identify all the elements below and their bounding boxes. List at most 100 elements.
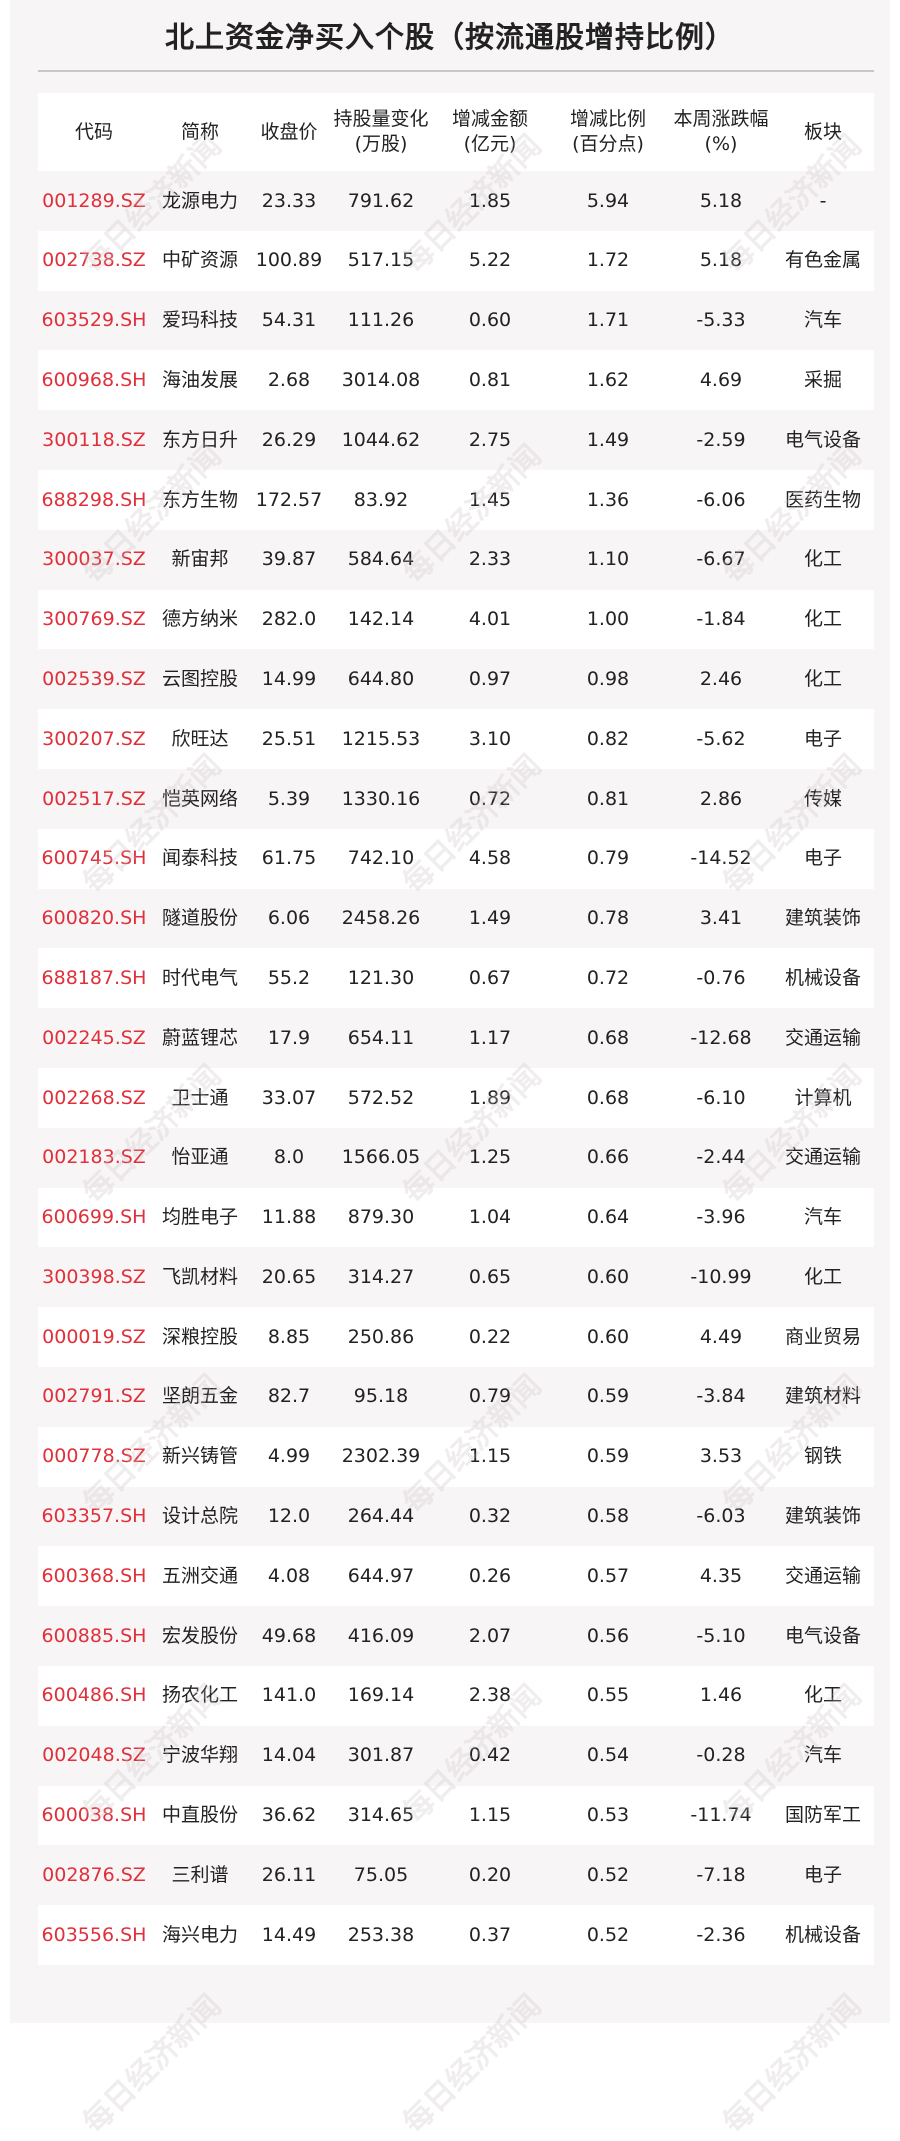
cell-weekly-change: -6.03 [696, 1505, 746, 1528]
cell-close: 36.62 [261, 1804, 317, 1827]
cell-holding-change: 314.27 [347, 1265, 415, 1288]
cell-close: 4.99 [267, 1445, 311, 1468]
cell-code: 300769.SZ [42, 608, 146, 631]
cell-close: 172.57 [255, 488, 323, 511]
cell-amount-change: 0.97 [468, 667, 512, 690]
cell-ratio-change: 0.60 [586, 1265, 630, 1288]
cell-sector: 化工 [803, 1265, 842, 1288]
table-row: 600885.SH 宏发股份 49.68 416.09 2.07 0.56 -5.10 电气设… [38, 1606, 874, 1666]
cell-amount-change: 0.42 [468, 1744, 512, 1767]
cell-amount-change: 1.04 [468, 1206, 512, 1229]
cell-amount-change: 0.67 [468, 966, 512, 989]
cell-ratio-change: 0.55 [586, 1684, 630, 1707]
cell-name: 扬农化工 [161, 1684, 238, 1707]
cell-name: 蔚蓝锂芯 [161, 1026, 238, 1049]
cell-close: 12.0 [267, 1505, 311, 1528]
cell-ratio-change: 0.52 [586, 1923, 630, 1946]
cell-code: 002738.SZ [42, 249, 146, 272]
cell-close: 26.29 [261, 428, 317, 451]
table-row: 603529.SH 爱玛科技 54.31 111.26 0.60 1.71 -5.33 汽车 [38, 291, 874, 351]
cell-sector: 建筑材料 [784, 1385, 861, 1408]
cell-name: 海油发展 [161, 368, 238, 391]
cell-amount-change: 1.45 [468, 488, 512, 511]
cell-holding-change: 742.10 [347, 847, 415, 870]
header-amount-change: 增减金额 (亿元) [434, 107, 546, 156]
cell-holding-change: 584.64 [347, 548, 415, 571]
cell-code: 600038.SH [41, 1804, 147, 1827]
table-row: 603556.SH 海兴电力 14.49 253.38 0.37 0.52 -2.36 机械设… [38, 1905, 874, 1965]
table-row: 300118.SZ 东方日升 26.29 1044.62 2.75 1.49 -2.59 电气… [38, 410, 874, 470]
cell-sector: 交通运输 [784, 1026, 861, 1049]
cell-weekly-change: -12.68 [690, 1026, 752, 1049]
cell-weekly-change: -0.28 [696, 1744, 746, 1767]
header-label: 收盘价 [260, 120, 318, 143]
table-row: 300769.SZ 德方纳米 282.0 142.14 4.01 1.00 -1.84 化工 [38, 589, 874, 650]
cell-name: 恺英网络 [161, 787, 238, 810]
cell-name: 中直股份 [161, 1804, 238, 1827]
cell-code: 000778.SZ [42, 1445, 146, 1468]
header-sector: 板块 [772, 120, 874, 145]
cell-close: 100.89 [255, 249, 323, 272]
cell-code: 300398.SZ [42, 1265, 146, 1288]
table-row: 001289.SZ 龙源电力 23.33 791.62 1.85 5.94 5.18 - [38, 171, 874, 231]
header-holding-change: 持股量变化 (万股) [328, 107, 434, 156]
cell-name: 云图控股 [161, 667, 238, 690]
cell-name: 怡亚通 [171, 1146, 229, 1169]
cell-holding-change: 2458.26 [341, 907, 421, 930]
cell-holding-change: 169.14 [347, 1684, 415, 1707]
cell-name: 五洲交通 [161, 1564, 238, 1587]
cell-name: 设计总院 [161, 1505, 238, 1528]
cell-weekly-change: -6.06 [696, 488, 746, 511]
cell-close: 5.39 [267, 787, 311, 810]
cell-sector: 汽车 [803, 1206, 842, 1229]
cell-close: 8.85 [267, 1325, 311, 1348]
cell-sector: 钢铁 [803, 1445, 842, 1468]
cell-close: 82.7 [267, 1385, 311, 1408]
header-name: 简称 [150, 120, 250, 145]
cell-close: 26.11 [261, 1863, 317, 1886]
cell-close: 8.0 [273, 1146, 305, 1169]
cell-sector: 有色金属 [784, 249, 861, 272]
cell-code: 600745.SH [41, 847, 147, 870]
cell-ratio-change: 0.66 [586, 1146, 630, 1169]
cell-holding-change: 644.97 [347, 1564, 415, 1587]
cell-code: 000019.SZ [42, 1325, 146, 1348]
cell-close: 2.68 [267, 368, 311, 391]
cell-sector: 机械设备 [784, 966, 861, 989]
table-row: 600745.SH 闻泰科技 61.75 742.10 4.58 0.79 -14.52 电子 [38, 828, 874, 889]
cell-weekly-change: 2.46 [699, 667, 743, 690]
cell-sector: 国防军工 [784, 1804, 861, 1827]
cell-weekly-change: 4.49 [699, 1325, 743, 1348]
cell-name: 爱玛科技 [161, 309, 238, 332]
cell-ratio-change: 1.62 [586, 368, 630, 391]
cell-amount-change: 1.89 [468, 1086, 512, 1109]
cell-ratio-change: 0.59 [586, 1385, 630, 1408]
cell-sector: 化工 [803, 667, 842, 690]
table-row: 300398.SZ 飞凯材料 20.65 314.27 0.65 0.60 -10.99 化工 [38, 1247, 874, 1307]
cell-ratio-change: 0.64 [586, 1206, 630, 1229]
cell-close: 23.33 [261, 189, 317, 212]
cell-ratio-change: 0.53 [586, 1804, 630, 1827]
cell-name: 三利谱 [171, 1863, 229, 1886]
cell-ratio-change: 0.58 [586, 1505, 630, 1528]
header-label: 简称 [180, 120, 219, 143]
cell-holding-change: 1330.16 [341, 787, 421, 810]
cell-sector: 化工 [803, 548, 842, 571]
table-row: 300037.SZ 新宙邦 39.87 584.64 2.33 1.10 -6.67 化工 [38, 530, 874, 590]
table-row: 002048.SZ 宁波华翔 14.04 301.87 0.42 0.54 -0.28 汽车 [38, 1726, 874, 1786]
table-row: 600038.SH 中直股份 36.62 314.65 1.15 0.53 -11.74 国防… [38, 1785, 874, 1846]
cell-ratio-change: 0.98 [586, 667, 630, 690]
cell-holding-change: 654.11 [347, 1026, 415, 1049]
cell-sector: 商业贸易 [784, 1325, 861, 1348]
cell-name: 东方日升 [161, 428, 238, 451]
cell-sector: 计算机 [794, 1086, 852, 1109]
cell-weekly-change: 2.86 [699, 787, 743, 810]
cell-name: 宏发股份 [161, 1624, 238, 1647]
cell-holding-change: 264.44 [347, 1505, 415, 1528]
cell-holding-change: 3014.08 [341, 368, 421, 391]
cell-amount-change: 0.65 [468, 1265, 512, 1288]
cell-ratio-change: 0.59 [586, 1445, 630, 1468]
stock-table: 代码 简称 收盘价 持股量变化 (万股) 增减金额 (亿元) 增减比例 (百分点) 本周涨跌幅 (%… [38, 93, 874, 1965]
table-row: 300207.SZ 欣旺达 25.51 1215.53 3.10 0.82 -5.62 电子 [38, 709, 874, 769]
cell-holding-change: 83.92 [353, 488, 409, 511]
